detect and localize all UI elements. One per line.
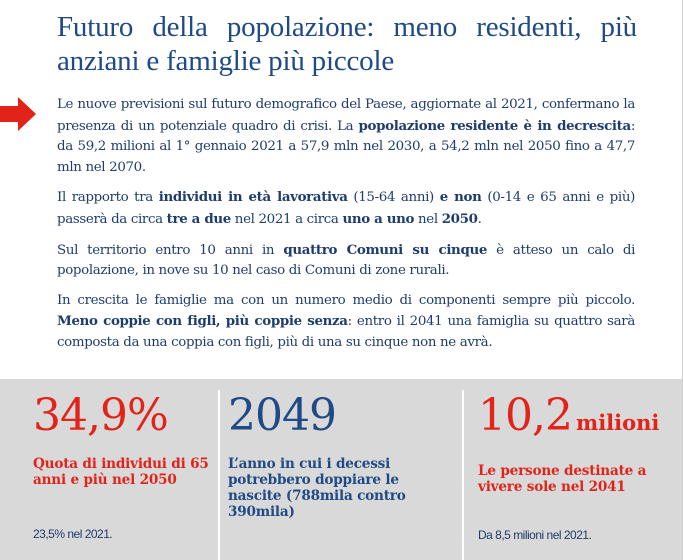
highlight-text: Meno coppie con figli, più coppie senza — [57, 313, 348, 330]
body-text-segment: Le nuove previsioni sul futuro demografi… — [57, 97, 635, 134]
body-text-segment: (0-14 e 65 anni e più) passerà da circa — [57, 190, 635, 227]
body-text-segment: Il rapporto tra — [57, 190, 159, 206]
highlight-text: 2050 — [441, 210, 478, 227]
highlight-text: quattro Comuni su cinque — [283, 241, 488, 258]
stats-band — [0, 379, 682, 560]
stat-value: 34,9% — [33, 390, 169, 441]
paragraph-families: In crescita le famiglie ma con un numero… — [57, 291, 635, 354]
stat-deaths-year: 2049 L’anno in cui i decessi potrebbero … — [228, 390, 428, 520]
body-text-segment: nel — [414, 211, 442, 227]
page-title: Futuro della popolazione: meno residenti… — [57, 11, 637, 77]
body-text-segment: è atteso un calo di popolazione, in nove… — [57, 242, 636, 279]
paragraph-population: Le nuove previsioni sul futuro demografi… — [57, 95, 635, 178]
body-text-segment: Sul territorio entro 10 anni in — [57, 242, 284, 258]
paragraph-working-age: Il rapporto tra individui in età lavorat… — [57, 187, 635, 230]
arrow-right-icon — [0, 97, 36, 131]
stat-description: Quota di individui di 65 anni e più nel … — [33, 456, 209, 488]
stat-living-alone: 10,2 milioni Le persone destinate a viver… — [478, 390, 660, 495]
stat-description: L’anno in cui i decessi potrebbero doppi… — [228, 456, 406, 520]
body-text: Le nuove previsioni sul futuro demografi… — [57, 95, 635, 363]
body-text-segment: nel 2021 a circa — [230, 211, 343, 227]
body-text-segment: (15-64 anni) — [347, 190, 440, 206]
highlight-text: individui in età lavorativa — [158, 189, 348, 206]
highlight-text: tre a due — [166, 210, 232, 227]
paragraph-territory: Sul territorio entro 10 anni in quattro … — [57, 240, 635, 282]
stat-note: Da 8,5 milioni nel 2021. — [478, 528, 592, 542]
stat-value: 10,2 — [478, 390, 573, 441]
highlight-text: uno a uno — [342, 210, 415, 227]
stat-description: Le persone destinate a vivere sole nel 2… — [478, 463, 647, 495]
stat-unit: milioni — [575, 410, 660, 435]
column-divider — [218, 390, 220, 560]
stat-value-wrap: 10,2 milioni — [478, 390, 660, 449]
stat-note: 23,5% nel 2021. — [33, 527, 113, 541]
body-text-segment: In crescita le famiglie ma con un numero… — [57, 292, 635, 308]
body-text-segment: : entro il 2041 una famiglia su quattro … — [57, 314, 635, 350]
stat-value: 2049 — [228, 390, 337, 441]
highlight-text: popolazione residente è in decrescita — [358, 117, 632, 134]
body-text-segment: . — [477, 211, 482, 227]
column-divider — [462, 390, 464, 560]
body-text-segment: : da 59,2 milioni al 1° gennaio 2021 a 5… — [57, 118, 635, 175]
highlight-text: e non — [439, 189, 482, 206]
stat-elderly-share: 34,9% Quota di individui di 65 anni e pi… — [33, 390, 213, 488]
